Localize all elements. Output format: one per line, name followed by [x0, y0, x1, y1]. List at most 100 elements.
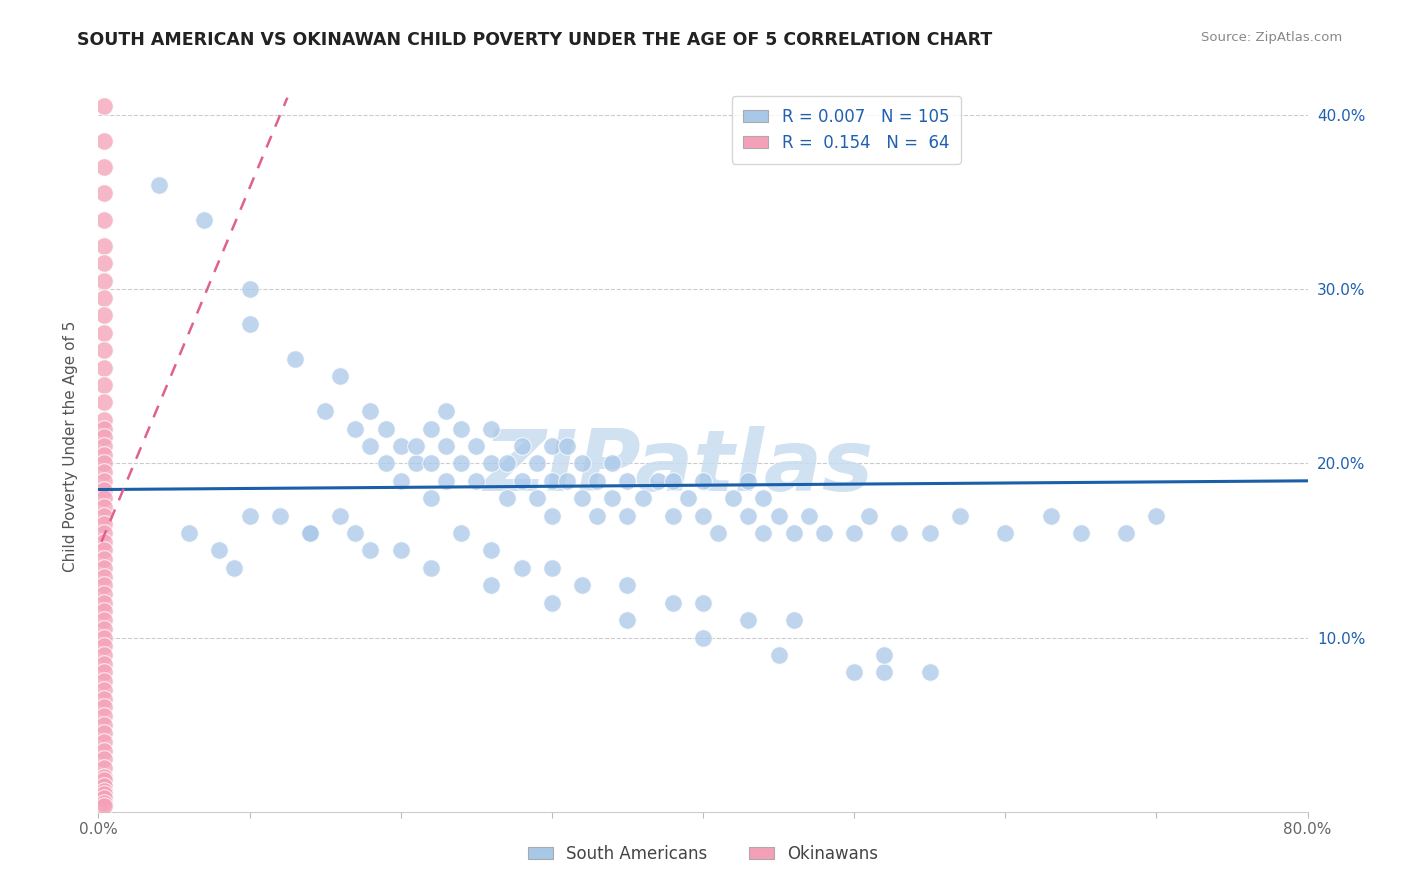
- Point: [93, 395, 115, 409]
- Point: [540, 596, 562, 610]
- Point: [93, 457, 115, 471]
- Point: [93, 717, 115, 731]
- Point: [93, 491, 115, 506]
- Point: [434, 474, 457, 488]
- Point: [602, 491, 624, 506]
- Point: [495, 457, 517, 471]
- Point: [93, 796, 115, 810]
- Point: [571, 457, 593, 471]
- Point: [239, 508, 262, 523]
- Point: [510, 474, 533, 488]
- Point: [239, 317, 262, 331]
- Point: [93, 343, 115, 358]
- Point: [93, 360, 115, 375]
- Point: [93, 500, 115, 514]
- Point: [93, 309, 115, 323]
- Point: [420, 457, 443, 471]
- Point: [93, 587, 115, 601]
- Point: [768, 508, 790, 523]
- Point: [360, 439, 382, 453]
- Point: [93, 665, 115, 680]
- Point: [93, 773, 115, 788]
- Point: [813, 526, 835, 541]
- Point: [586, 474, 609, 488]
- Point: [616, 508, 638, 523]
- Point: [374, 421, 396, 435]
- Point: [389, 439, 412, 453]
- Point: [93, 291, 115, 305]
- Point: [889, 526, 911, 541]
- Point: [93, 134, 115, 148]
- Point: [93, 561, 115, 575]
- Point: [93, 378, 115, 392]
- Point: [224, 561, 246, 575]
- Point: [692, 596, 714, 610]
- Point: [93, 212, 115, 227]
- Point: [434, 439, 457, 453]
- Point: [873, 665, 896, 680]
- Point: [752, 491, 775, 506]
- Point: [389, 474, 412, 488]
- Text: Source: ZipAtlas.com: Source: ZipAtlas.com: [1202, 31, 1343, 45]
- Point: [797, 508, 820, 523]
- Point: [93, 682, 115, 697]
- Point: [783, 526, 806, 541]
- Point: [93, 526, 115, 541]
- Point: [93, 99, 115, 113]
- Point: [858, 508, 880, 523]
- Point: [647, 474, 669, 488]
- Point: [93, 631, 115, 645]
- Point: [93, 787, 115, 801]
- Point: [93, 474, 115, 488]
- Point: [93, 552, 115, 566]
- Point: [768, 648, 790, 662]
- Point: [510, 439, 533, 453]
- Point: [93, 326, 115, 340]
- Point: [193, 212, 215, 227]
- Point: [692, 631, 714, 645]
- Text: SOUTH AMERICAN VS OKINAWAN CHILD POVERTY UNDER THE AGE OF 5 CORRELATION CHART: SOUTH AMERICAN VS OKINAWAN CHILD POVERTY…: [77, 31, 993, 49]
- Point: [555, 474, 578, 488]
- Point: [360, 543, 382, 558]
- Point: [93, 657, 115, 671]
- Point: [405, 457, 427, 471]
- Point: [93, 534, 115, 549]
- Point: [93, 274, 115, 288]
- Text: ZIPatlas: ZIPatlas: [484, 426, 875, 509]
- Point: [344, 526, 367, 541]
- Point: [434, 404, 457, 418]
- Point: [616, 578, 638, 592]
- Point: [389, 543, 412, 558]
- Point: [631, 491, 654, 506]
- Point: [692, 474, 714, 488]
- Point: [93, 735, 115, 749]
- Point: [93, 439, 115, 453]
- Point: [93, 761, 115, 775]
- Point: [93, 613, 115, 627]
- Point: [1115, 526, 1137, 541]
- Point: [299, 526, 322, 541]
- Point: [93, 799, 115, 814]
- Point: [314, 404, 336, 418]
- Point: [481, 457, 503, 471]
- Point: [420, 561, 443, 575]
- Point: [93, 413, 115, 427]
- Point: [374, 457, 396, 471]
- Point: [616, 613, 638, 627]
- Point: [179, 526, 201, 541]
- Point: [284, 351, 307, 366]
- Point: [510, 561, 533, 575]
- Point: [329, 508, 352, 523]
- Point: [93, 674, 115, 689]
- Point: [1039, 508, 1062, 523]
- Point: [540, 474, 562, 488]
- Point: [737, 508, 759, 523]
- Point: [526, 457, 548, 471]
- Point: [93, 508, 115, 523]
- Point: [450, 526, 472, 541]
- Point: [481, 421, 503, 435]
- Point: [540, 561, 562, 575]
- Point: [93, 161, 115, 175]
- Point: [299, 526, 322, 541]
- Point: [918, 526, 941, 541]
